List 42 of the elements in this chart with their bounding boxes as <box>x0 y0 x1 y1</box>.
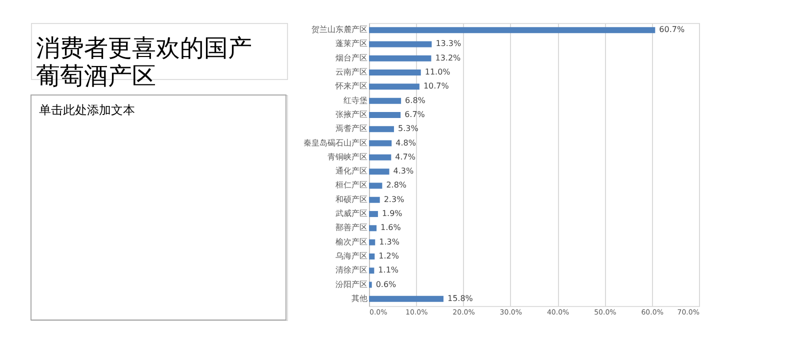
y-tick-label: 其他 <box>352 294 368 303</box>
y-tick-label: 乌海产区 <box>336 251 368 260</box>
data-label: 6.8% <box>405 96 426 105</box>
data-label: 5.3% <box>398 124 419 134</box>
data-label: 6.7% <box>404 110 426 119</box>
y-tick-label: 蓬莱产区 <box>336 39 368 48</box>
y-tick-label: 红寺堡 <box>344 96 368 105</box>
data-label: 60.7% <box>659 25 685 34</box>
y-tick-label: 桓仁产区 <box>334 180 368 190</box>
data-label: 4.8% <box>396 138 416 148</box>
data-label: 1.1% <box>378 266 399 275</box>
data-label: 1.2% <box>378 251 400 260</box>
data-label: 1.6% <box>380 223 402 232</box>
y-tick-label: 通化产区 <box>336 166 368 176</box>
data-label: 13.2% <box>435 53 462 62</box>
y-tick-label: 张掖产区 <box>336 110 368 119</box>
data-label: 4.3% <box>393 166 414 176</box>
data-label: 0.6% <box>376 280 397 289</box>
data-label: 2.8% <box>386 180 407 190</box>
data-label: 11.0% <box>424 68 451 77</box>
y-tick-label: 烟台产区 <box>336 53 368 62</box>
text: 消费者更喜欢的国产葡萄酒产区 <box>36 34 252 90</box>
data-label: 10.7% <box>423 82 450 91</box>
data-label: 2.3% <box>384 194 405 204</box>
y-tick-label: 和硕产区 <box>336 194 368 204</box>
y-tick-label: 榆次产区 <box>336 237 368 246</box>
data-label: 13.3% <box>436 39 462 48</box>
y-tick-label: 清徐产区 <box>336 266 368 275</box>
data-label: 4.7% <box>395 152 416 162</box>
y-tick-label: 青铜峡产区 <box>328 152 368 162</box>
y-tick-label: 怀来产区 <box>334 82 368 91</box>
y-tick-label: 鄯善产区 <box>336 223 368 232</box>
y-tick-label: 云南产区 <box>336 68 368 77</box>
data-label: 1.9% <box>382 209 403 218</box>
data-label: 1.3% <box>379 237 400 246</box>
text: 单击此处添加文本 <box>39 103 135 117</box>
y-tick-label: 汾阳产区 <box>336 280 368 289</box>
y-tick-label: 贺兰山东麓产区 <box>312 25 368 34</box>
y-tick-label: 焉耆产区 <box>336 124 368 134</box>
y-tick-label: 秦皇岛碣石山产区 <box>304 138 368 148</box>
y-tick-label: 武威产区 <box>336 209 368 218</box>
data-label: 15.8% <box>447 294 474 303</box>
